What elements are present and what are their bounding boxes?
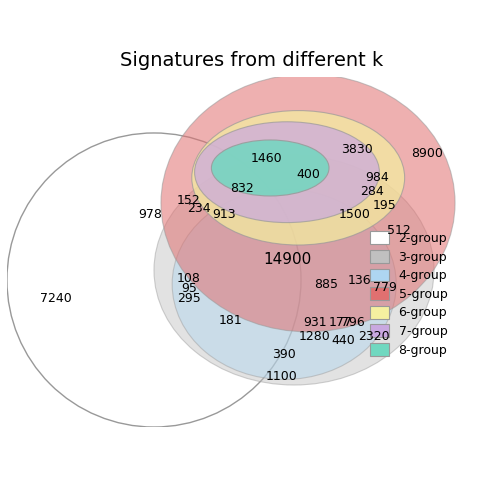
Text: 1500: 1500 xyxy=(338,208,370,221)
Text: 8900: 8900 xyxy=(411,148,443,160)
Text: 1280: 1280 xyxy=(299,330,331,343)
Text: 390: 390 xyxy=(272,348,296,361)
Ellipse shape xyxy=(192,110,405,245)
Text: 1100: 1100 xyxy=(266,370,297,383)
Text: 284: 284 xyxy=(360,185,385,198)
Text: 978: 978 xyxy=(138,208,162,221)
Text: 512: 512 xyxy=(387,224,411,237)
Text: 779: 779 xyxy=(373,281,397,293)
Text: 136: 136 xyxy=(348,274,371,286)
Text: 3830: 3830 xyxy=(341,143,373,156)
Ellipse shape xyxy=(211,140,329,196)
Text: 177: 177 xyxy=(328,316,352,329)
Text: 832: 832 xyxy=(230,182,254,196)
Ellipse shape xyxy=(154,155,434,385)
Text: 440: 440 xyxy=(331,334,355,347)
Text: 152: 152 xyxy=(177,194,201,207)
Text: 1460: 1460 xyxy=(250,152,282,165)
Text: 95: 95 xyxy=(181,282,197,295)
Text: 400: 400 xyxy=(296,168,320,181)
Text: 295: 295 xyxy=(177,292,201,305)
Text: 931: 931 xyxy=(303,316,327,329)
Text: 195: 195 xyxy=(373,199,397,212)
Ellipse shape xyxy=(161,74,455,332)
Ellipse shape xyxy=(195,122,380,223)
Text: 885: 885 xyxy=(314,278,338,291)
Text: 108: 108 xyxy=(177,272,201,285)
Ellipse shape xyxy=(172,189,396,380)
Text: 796: 796 xyxy=(341,316,365,329)
Text: 984: 984 xyxy=(365,171,389,184)
Text: 234: 234 xyxy=(187,202,211,215)
Text: 913: 913 xyxy=(212,208,236,221)
Text: 181: 181 xyxy=(219,314,243,327)
Text: 7240: 7240 xyxy=(40,292,72,305)
Legend: 2-group, 3-group, 4-group, 5-group, 6-group, 7-group, 8-group: 2-group, 3-group, 4-group, 5-group, 6-gr… xyxy=(366,228,451,360)
Text: 14900: 14900 xyxy=(263,251,311,267)
Title: Signatures from different k: Signatures from different k xyxy=(120,51,384,70)
Text: 2320: 2320 xyxy=(358,330,390,343)
